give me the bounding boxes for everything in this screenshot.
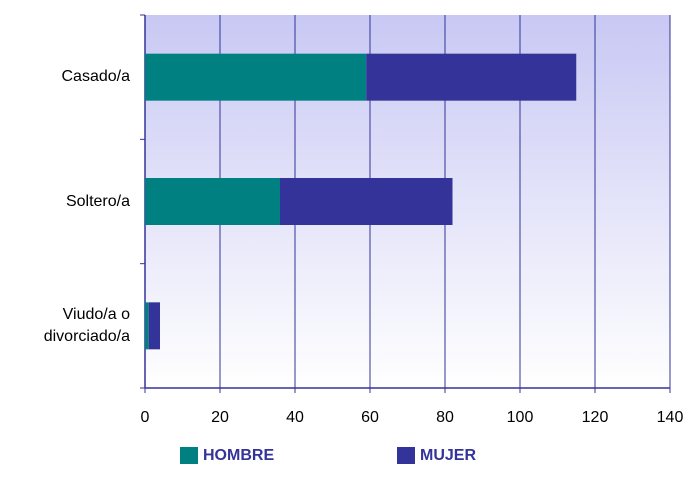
- legend-label: HOMBRE: [203, 447, 274, 464]
- legend-label: MUJER: [420, 447, 476, 464]
- bar: [148, 302, 160, 350]
- y-tick-label: Soltero/a: [65, 192, 130, 210]
- x-tick-label: 120: [582, 409, 609, 426]
- x-tick-label: 40: [286, 409, 304, 426]
- bar: [145, 302, 149, 350]
- bar: [145, 178, 280, 225]
- x-tick-label: 0: [141, 409, 150, 426]
- bar: [145, 53, 367, 101]
- y-tick-label: Viudo/a o divorciado/a: [43, 305, 130, 345]
- x-tick-label: 60: [361, 409, 379, 426]
- bar: [280, 178, 453, 225]
- x-tick-label: 100: [507, 409, 534, 426]
- legend-swatch: [180, 447, 198, 464]
- x-tick-label: 80: [436, 409, 454, 426]
- x-tick-label: 140: [657, 409, 684, 426]
- legend-swatch: [397, 447, 415, 464]
- y-tick-label: Casado/a: [61, 68, 131, 86]
- x-tick-label: 20: [211, 409, 229, 426]
- bar: [366, 53, 577, 101]
